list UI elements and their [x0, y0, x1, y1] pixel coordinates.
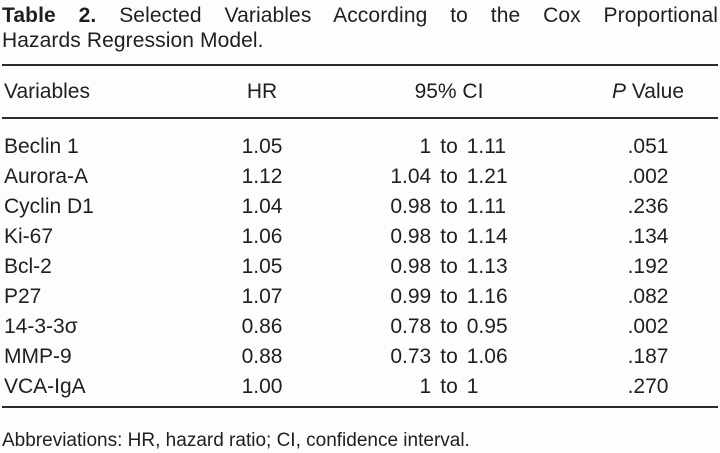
p-value-cell: .236	[627, 195, 669, 218]
hr-cell: 1.04	[241, 195, 283, 218]
ci-separator: to	[440, 285, 458, 308]
variable-cell: MMP-9	[4, 345, 72, 368]
ci-low: 1	[419, 135, 432, 158]
hr-cell: 0.88	[241, 345, 283, 368]
ci-cell: 1.04 to 1.21	[342, 162, 556, 192]
hr-cell: 1.00	[241, 375, 283, 398]
cox-regression-table: Variables HR 95% CI P Value Beclin 1 1.0…	[2, 64, 718, 408]
table-label: Table 2.	[2, 4, 97, 27]
column-header-hr: HR	[182, 65, 342, 119]
table-row: Aurora-A 1.12 1.04 to 1.21 .002	[2, 162, 718, 192]
ci-high: 1.11	[466, 195, 507, 218]
table-footnote: Abbreviations: HR, hazard ratio; CI, con…	[2, 430, 470, 451]
variable-cell: Aurora-A	[4, 165, 89, 188]
table-row: P27 1.07 0.99 to 1.16 .082	[2, 282, 718, 312]
table-title: Table 2. Selected Variables According to…	[2, 3, 718, 53]
ci-low: 0.98	[390, 225, 432, 248]
p-value-cell: .002	[627, 315, 669, 338]
ci-low: 1	[419, 375, 432, 398]
header-row: Variables HR 95% CI P Value	[2, 65, 718, 119]
variable-cell: Cyclin D1	[4, 195, 94, 218]
ci-separator: to	[440, 195, 458, 218]
ci-high: 1.16	[466, 285, 508, 308]
hr-cell: 1.12	[241, 165, 283, 188]
variable-cell: Beclin 1	[4, 135, 79, 158]
p-value-cell: .082	[627, 285, 669, 308]
ci-separator: to	[440, 165, 458, 188]
ci-cell: 0.98 to 1.13	[342, 252, 556, 282]
table-row: VCA-IgA 1.00 1 to 1 .270	[2, 372, 718, 407]
ci-high: 1.14	[466, 225, 508, 248]
table-title-text: Selected Variables According to the Cox …	[119, 4, 718, 27]
ci-low: 0.98	[390, 255, 432, 278]
ci-cell: 1 to 1	[342, 372, 556, 407]
ci-high: 1.11	[466, 135, 507, 158]
table-row: MMP-9 0.88 0.73 to 1.06 .187	[2, 342, 718, 372]
ci-low: 1.04	[390, 165, 432, 188]
ci-high: 1	[466, 375, 479, 398]
p-value-cell: .134	[627, 225, 669, 248]
ci-high: 1.06	[466, 345, 508, 368]
ci-high: 0.95	[466, 315, 508, 338]
ci-low: 0.78	[390, 315, 432, 338]
ci-high: 1.21	[466, 165, 508, 188]
variable-cell: 14-3-3σ	[4, 315, 78, 338]
p-value-cell: .192	[627, 255, 669, 278]
variable-cell: P27	[4, 285, 42, 308]
hr-cell: 1.05	[241, 135, 283, 158]
ci-cell: 0.98 to 1.14	[342, 222, 556, 252]
p-value-cell: .187	[627, 345, 669, 368]
table-title-line2: Hazards Regression Model.	[2, 29, 264, 52]
ci-cell: 0.99 to 1.16	[342, 282, 556, 312]
hr-cell: 1.07	[241, 285, 283, 308]
hr-cell: 1.06	[241, 225, 283, 248]
ci-cell: 0.98 to 1.11	[342, 192, 556, 222]
ci-cell: 0.73 to 1.06	[342, 342, 556, 372]
ci-cell: 0.78 to 0.95	[342, 312, 556, 342]
ci-high: 1.13	[466, 255, 508, 278]
p-value-cell: .051	[627, 135, 669, 158]
ci-separator: to	[440, 345, 458, 368]
hr-cell: 0.86	[241, 315, 283, 338]
ci-separator: to	[440, 135, 458, 158]
p-rest: Value	[631, 80, 684, 103]
ci-low: 0.73	[390, 345, 432, 368]
hr-cell: 1.05	[241, 255, 283, 278]
column-header-ci: 95% CI	[342, 65, 556, 119]
ci-low: 0.98	[390, 195, 432, 218]
table-row: Cyclin D1 1.04 0.98 to 1.11 .236	[2, 192, 718, 222]
ci-separator: to	[440, 225, 458, 248]
variable-cell: VCA-IgA	[4, 375, 86, 398]
p-value-cell: .270	[627, 375, 669, 398]
ci-separator: to	[440, 315, 458, 338]
ci-low: 0.99	[390, 285, 432, 308]
p-value-cell: .002	[627, 165, 669, 188]
table-row: Bcl-2 1.05 0.98 to 1.13 .192	[2, 252, 718, 282]
ci-separator: to	[440, 255, 458, 278]
table-row: Ki-67 1.06 0.98 to 1.14 .134	[2, 222, 718, 252]
ci-separator: to	[440, 375, 458, 398]
ci-cell: 1 to 1.11	[342, 118, 556, 162]
variable-cell: Bcl-2	[4, 255, 52, 278]
table-row: 14-3-3σ 0.86 0.78 to 0.95 .002	[2, 312, 718, 342]
variable-cell: Ki-67	[4, 225, 54, 248]
column-header-variables: Variables	[2, 65, 182, 119]
table-title-line1: Table 2. Selected Variables According to…	[2, 3, 718, 28]
column-header-p-value: P Value	[556, 65, 718, 119]
table-row: Beclin 1 1.05 1 to 1.11 .051	[2, 118, 718, 162]
p-italic: P	[611, 80, 626, 103]
